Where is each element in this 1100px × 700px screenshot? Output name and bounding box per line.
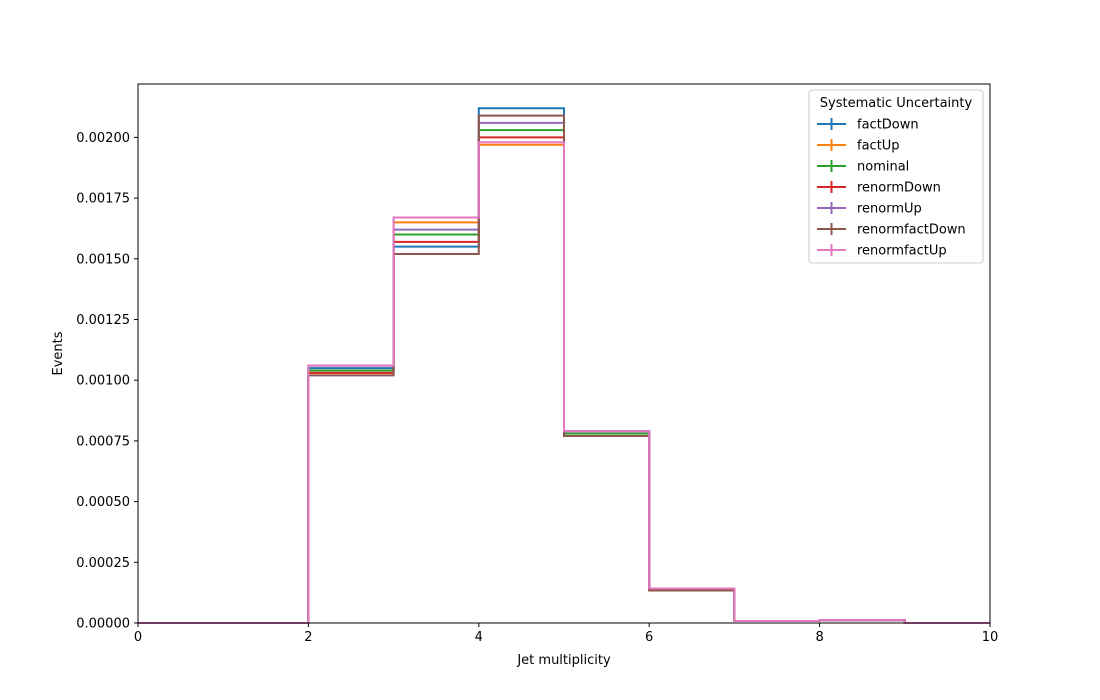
legend-label-renormfactUp: renormfactUp: [857, 244, 947, 259]
y-tick-label: 0.00100: [76, 374, 130, 389]
plot-frame: [137, 83, 991, 624]
legend: Systematic Uncertainty factDown factUp nom…: [808, 89, 984, 264]
legend-entry-nominal: nominal: [817, 160, 909, 175]
legend-label-factUp: factUp: [857, 139, 900, 154]
y-tick-label: 0.00025: [76, 556, 130, 571]
series-renormfactUp: [138, 141, 990, 624]
x-axis-title: Jet multiplicity: [516, 653, 611, 668]
y-tick-label: 0.00175: [76, 192, 130, 207]
legend-entry-renormfactUp: renormfactUp: [817, 244, 947, 259]
legend-title: Systematic Uncertainty: [820, 96, 973, 111]
legend-entry-factUp: factUp: [817, 139, 900, 154]
legend-entry-renormDown: renormDown: [817, 181, 941, 196]
legend-box: [808, 89, 984, 264]
x-tick-label: 2: [304, 630, 312, 645]
legend-label-renormDown: renormDown: [857, 181, 941, 196]
y-tick-label: 0.00050: [76, 495, 130, 510]
y-tick-label: 0.00125: [76, 313, 130, 328]
y-tick-label: 0.00150: [76, 252, 130, 267]
x-tick-label: 6: [645, 630, 653, 645]
legend-label-renormUp: renormUp: [857, 202, 922, 217]
y-axis-title: Events: [51, 331, 66, 375]
legend-entries: factDown factUp nominal renormDown renormUp r…: [817, 118, 966, 259]
legend-label-renormfactDown: renormfactDown: [857, 223, 966, 238]
legend-label-nominal: nominal: [857, 160, 909, 175]
x-tick-label: 10: [982, 630, 999, 645]
y-tick-label: 0.00075: [76, 434, 130, 449]
x-tick-label: 4: [475, 630, 483, 645]
x-tick-label: 8: [815, 630, 823, 645]
y-tick-label: 0.00200: [76, 131, 130, 146]
legend-entry-renormfactDown: renormfactDown: [817, 223, 966, 238]
legend-entry-factDown: factDown: [817, 118, 919, 133]
legend-label-factDown: factDown: [857, 118, 919, 133]
legend-entry-renormUp: renormUp: [817, 202, 922, 217]
x-axis: 0 2 4 6 8 10: [134, 623, 998, 645]
y-tick-label: 0.00000: [76, 617, 130, 632]
series-layer: [138, 107, 990, 624]
x-tick-label: 0: [134, 630, 142, 645]
y-axis: 0.00000 0.00025 0.00050 0.00075 0.00100 0.001…: [76, 131, 138, 632]
